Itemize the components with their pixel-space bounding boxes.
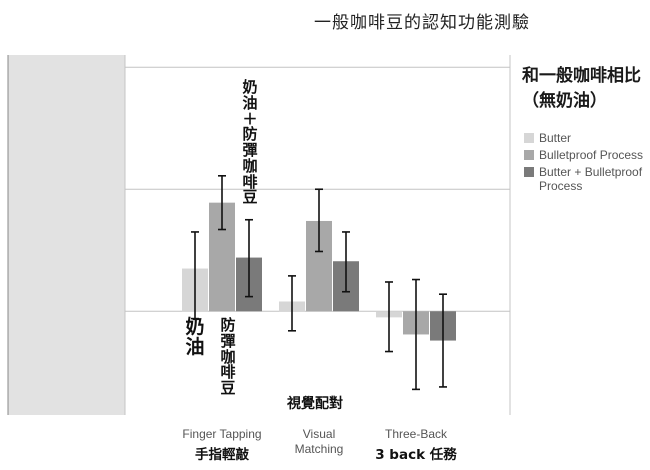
category-subtitle: 手指輕敲 <box>195 447 249 463</box>
legend-swatch <box>524 150 534 160</box>
legend-swatch <box>524 133 534 143</box>
legend: Butter Bulletproof Process Butter + Bullet… <box>524 131 650 196</box>
legend-label: Butter <box>539 131 572 145</box>
legend-item: Butter + Bulletproof Process <box>524 165 650 193</box>
category-label: Finger Tapping <box>182 427 262 441</box>
chart-title: 一般咖啡豆的認知功能測驗 <box>314 13 530 33</box>
legend-label: Butter + Bulletproof Process <box>539 165 643 193</box>
annotation-butter: 奶油 <box>185 316 205 358</box>
annotation-visual-matching: 視覺配對 <box>287 396 343 412</box>
category-label: Three-Back <box>384 427 448 441</box>
category-label: Visual Matching <box>294 427 344 456</box>
legend-item: Butter <box>524 131 650 145</box>
legend-swatch <box>524 167 534 177</box>
shaded-panel <box>8 55 125 415</box>
category-subtitle: 3 back 任務 <box>375 447 457 463</box>
legend-label: Bulletproof Process <box>539 148 644 162</box>
legend-title: 和一般咖啡相比（無奶油） <box>522 66 641 111</box>
annotation-combo: 奶油＋防彈咖啡豆 <box>242 78 258 207</box>
legend-item: Bulletproof Process <box>524 148 650 162</box>
annotation-bulletproof: 防彈咖啡豆 <box>220 316 236 397</box>
error-bars-group <box>191 175 447 391</box>
